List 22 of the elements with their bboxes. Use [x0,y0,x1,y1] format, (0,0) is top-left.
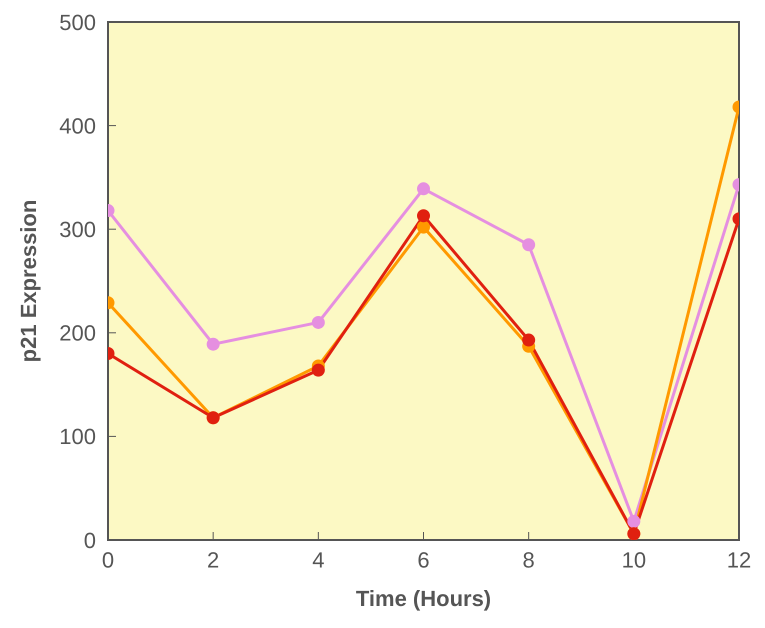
y-tick-label: 100 [59,424,96,450]
point [522,334,536,347]
y-tick-label: 300 [59,217,96,242]
y-tick-label: 400 [59,113,96,138]
x-axis-title: Time (Hours) [356,586,492,611]
x-tick-label: 4 [312,548,324,573]
y-tick-label: 500 [59,10,96,35]
point [417,182,430,196]
x-tick-label: 8 [522,548,535,573]
x-tick-label: 2 [207,548,220,573]
x-tick-label: 10 [622,548,646,573]
point [522,238,536,252]
point [312,316,325,329]
x-tick-label: 12 [726,548,752,573]
point [312,364,325,377]
y-axis-title: p21 Expression [16,200,41,362]
point [417,209,430,222]
point [417,220,430,234]
x-tick-label: 6 [417,548,430,573]
y-tick-label: 200 [59,320,96,346]
x-tick-label: 0 [102,548,114,573]
y-tick-label: 0 [84,528,96,553]
